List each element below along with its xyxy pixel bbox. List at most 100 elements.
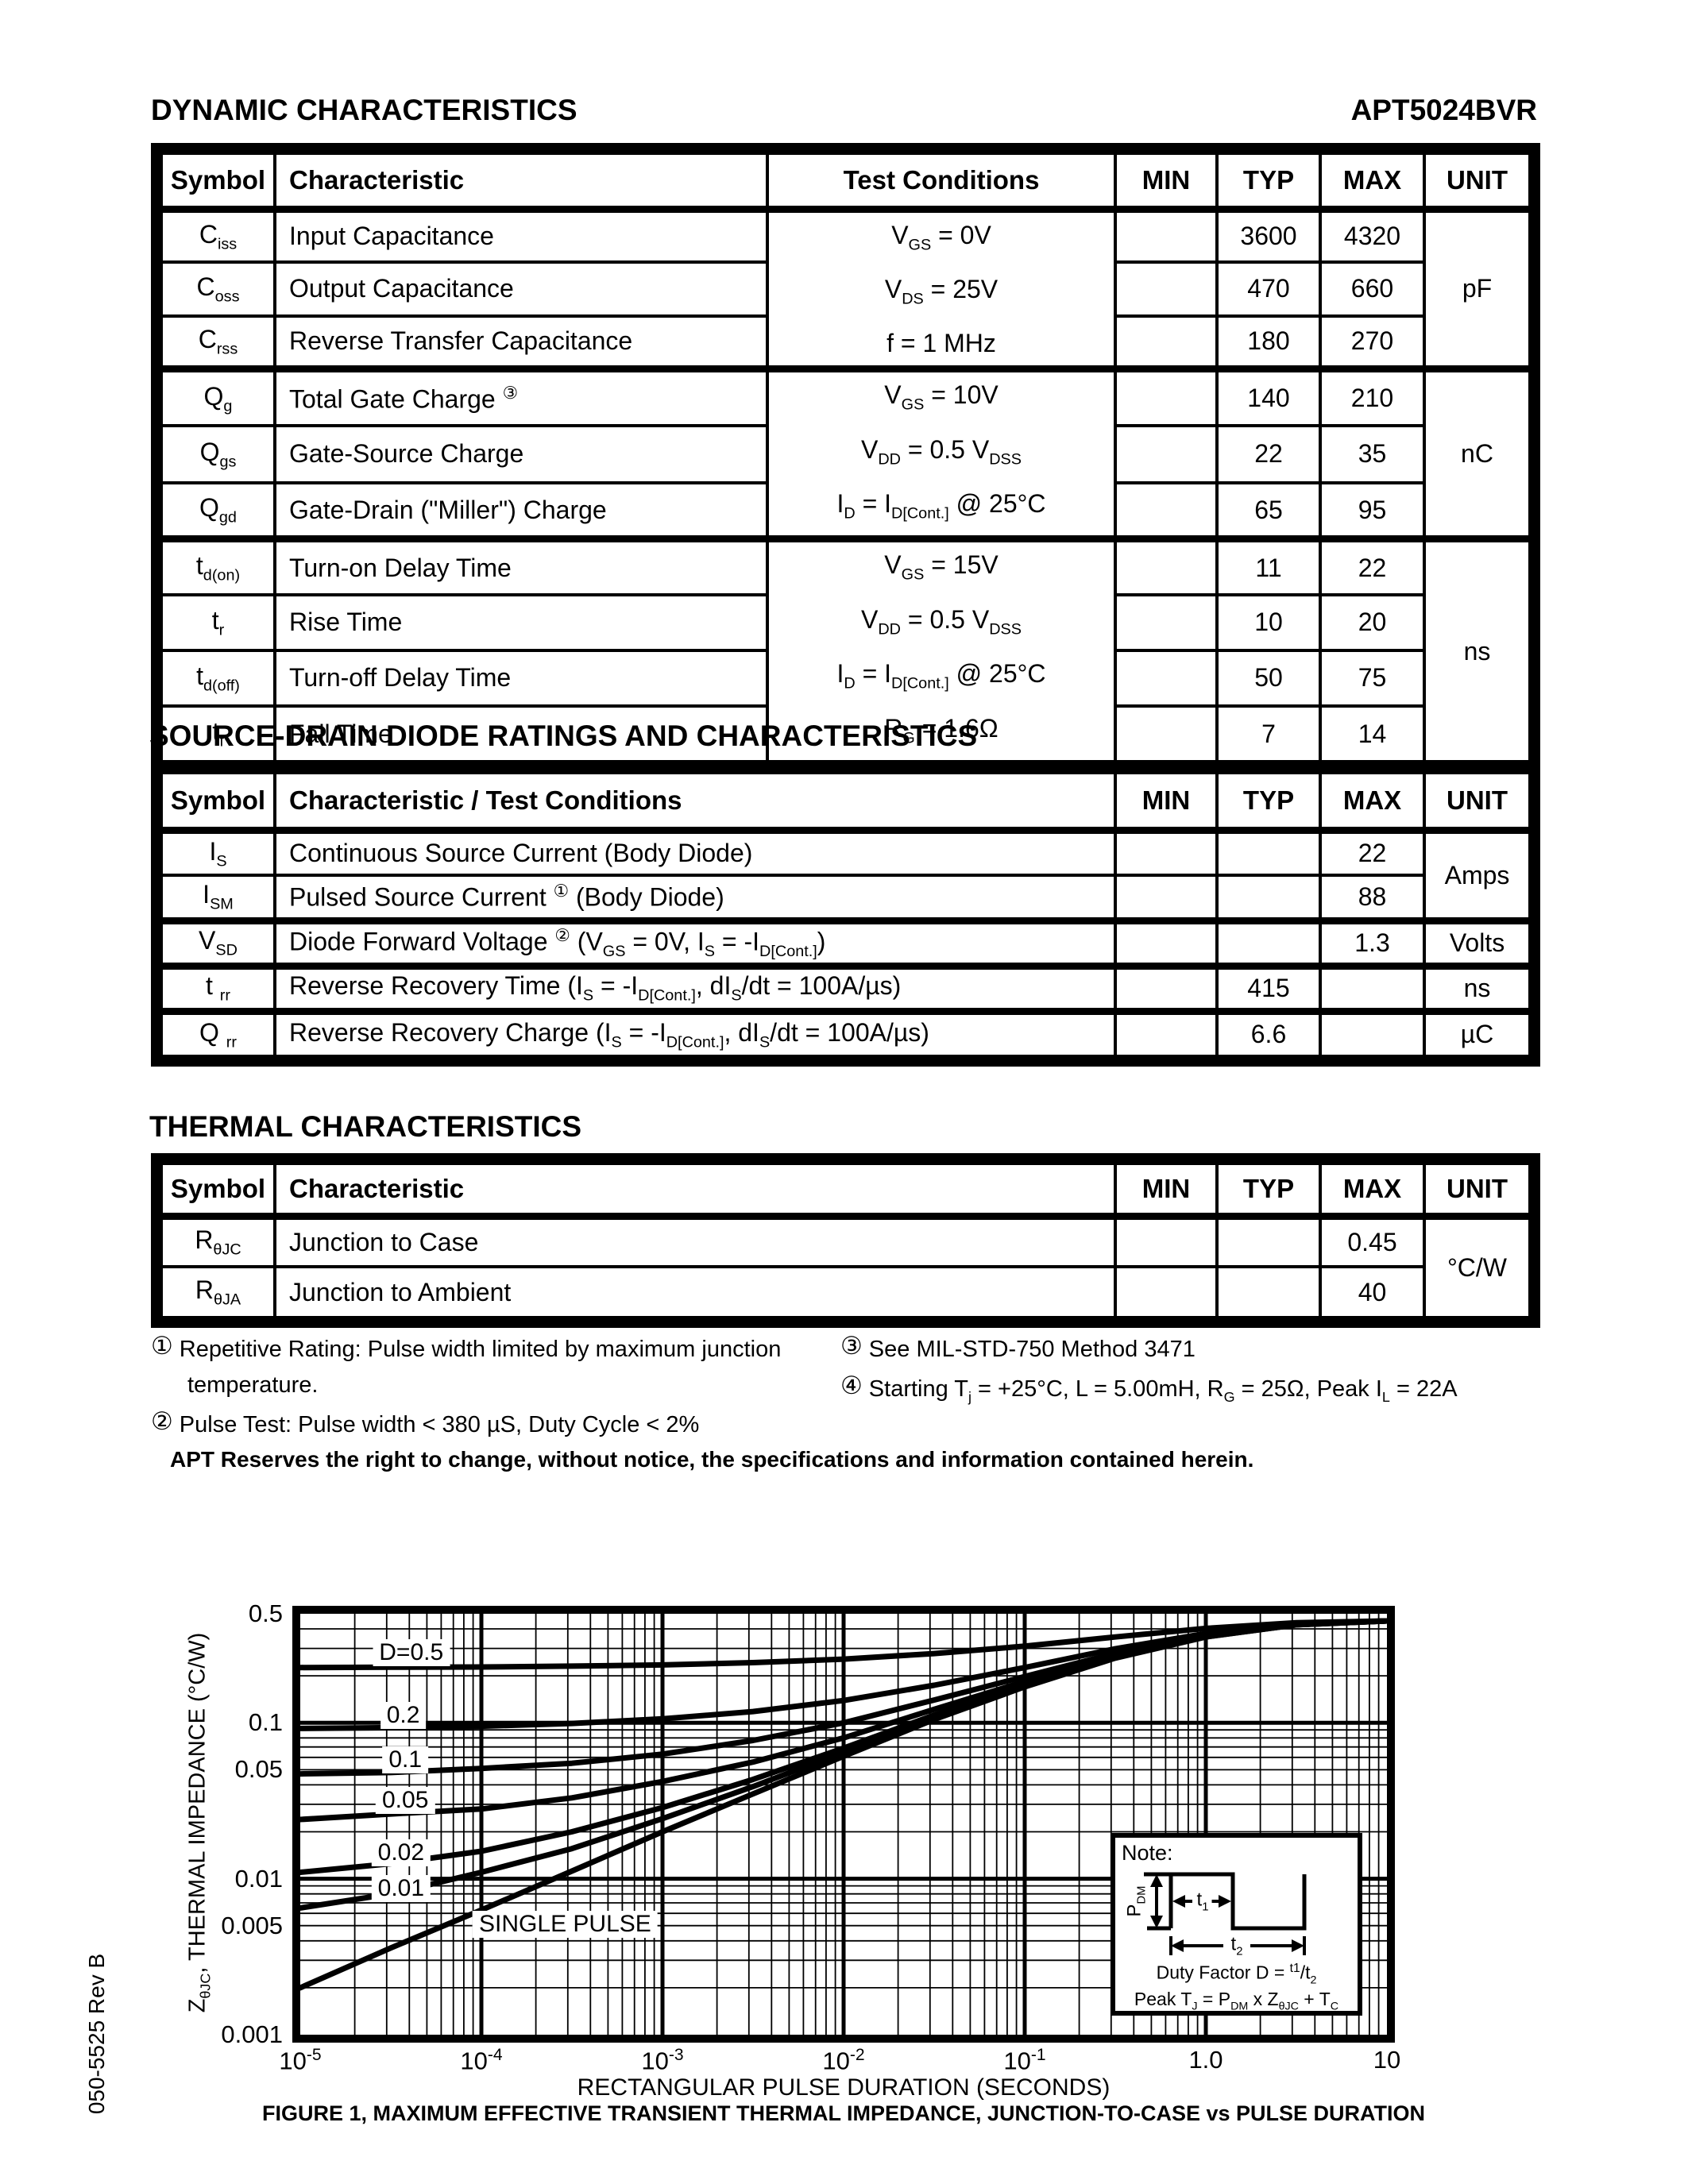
max-cell: 1.3 [1319,916,1426,967]
column-header: MAX [1319,1162,1426,1220]
typ-cell [1215,1214,1322,1268]
figure-caption: FIGURE 1, MAXIMUM EFFECTIVE TRANSIENT TH… [261,2101,1426,2125]
unit-cell: pF [1423,207,1532,371]
curve-label: 0.05 [375,1786,435,1814]
table-row: tf Fall Time 7 14 [160,704,1530,764]
column-header: MIN [1114,1162,1219,1220]
max-cell: 14 [1319,704,1426,764]
symbol-cell: td(off) [160,648,276,708]
symbol-cell: RθJC [160,1214,276,1268]
test-conditions-cell: VGS = 0V VDS = 25V f = 1 MHz [766,207,1117,371]
thermal-characteristics-table: Symbol Characteristic MIN TYP MAX UNIT RθJC Ju… [151,1153,1540,1328]
curve-label: D=0.5 [373,1639,450,1667]
thermal-table-body: RθJC Junction to Case 0.45 °C/W RθJA Junction… [160,1214,1532,1319]
x-axis-title: RECTANGULAR PULSE DURATION (SECONDS) [577,2074,1111,2101]
unit-cell: Amps [1423,828,1532,922]
column-header: TYP [1215,152,1322,213]
characteristic-cell: Reverse Recovery Charge (IS = -ID[Cont.]… [273,1007,1117,1058]
table-row: IS Continuous Source Current (Body Diode)… [160,828,1532,922]
column-header: MIN [1114,771,1219,834]
peak-tj-formula: Peak TJ = PDM x ZθJC + TC [1134,1989,1339,2013]
characteristic-cell: Gate-Source Charge [273,424,769,484]
min-cell [1114,1007,1219,1058]
t1-label: t1 [1193,1889,1212,1914]
curve-label: 0.1 [382,1746,429,1773]
characteristic-cell: Reverse Recovery Time (IS = -ID[Cont.], … [273,962,1117,1013]
max-cell: 4320 [1319,206,1426,264]
y-axis-tick-label: 0.05 [234,1755,283,1784]
max-cell: 22 [1319,828,1426,877]
pulse-waveform-diagram [1144,1872,1307,1955]
column-header: UNIT [1423,1162,1532,1220]
chart-note-box: Note: PDM t1 t2 Duty Factor D = t1/ [1111,1833,1362,2016]
characteristic-cell: Turn-on Delay Time [273,535,769,596]
min-cell [1114,704,1219,764]
typ-cell: 180 [1215,314,1322,371]
unit-cell: ns [1423,962,1532,1013]
curve-single-pulse [300,1618,1387,1991]
min-cell [1114,314,1219,371]
max-cell: 22 [1319,535,1426,596]
y-axis-tick-label: 0.01 [234,1864,283,1893]
characteristic-cell: Continuous Source Current (Body Diode) [273,828,1117,877]
x-axis-tick-label: 10-3 [641,2046,684,2075]
column-header: Symbol [160,152,276,213]
source-drain-diode-table: Symbol Characteristic / Test Conditions MI… [151,762,1540,1067]
symbol-cell: ISM [160,874,276,922]
table-row: ISM Pulsed Source Current ① (Body Diode) 8… [160,874,1530,922]
column-header: UNIT [1423,152,1532,213]
max-cell: 88 [1319,874,1426,922]
symbol-cell: tf [160,704,276,764]
dynamic-characteristics-table: Symbol Characteristic Test Conditions MIN TY… [151,143,1540,773]
y-axis-tick-label: 0.005 [221,1911,283,1939]
max-cell: 660 [1319,260,1426,318]
thermal-impedance-chart: Note: PDM t1 t2 Duty Factor D = t1/ [292,1606,1395,2043]
typ-cell: 65 [1215,480,1322,541]
max-cell [1319,1007,1426,1058]
characteristic-cell: Pulsed Source Current ① (Body Diode) [273,874,1117,922]
max-cell: 210 [1319,365,1426,428]
typ-cell: 470 [1215,260,1322,318]
document-revision-label: 050-5525 Rev B [84,1953,109,2115]
table-row: Ciss Input Capacitance VGS = 0V VDS = 25V f … [160,206,1532,371]
symbol-cell: RθJA [160,1265,276,1319]
column-header: TYP [1215,771,1322,834]
table-row: t rr Reverse Recovery Time (IS = -ID[Cont… [160,962,1532,1013]
y-axis-tick-label: 0.5 [248,1599,283,1627]
characteristic-cell: Gate-Drain ("Miller") Charge [273,480,769,541]
symbol-cell: Qgs [160,424,276,484]
part-number: APT5024BVR [1350,94,1537,126]
column-header: TYP [1215,1162,1322,1220]
footnote: ② Pulse Test: Pulse width < 380 µS, Duty … [151,1407,700,1437]
typ-cell: 3600 [1215,206,1322,264]
duty-factor-formula: Duty Factor D = t1/t2 [1156,1962,1317,1987]
min-cell [1114,874,1219,922]
column-header: MIN [1114,152,1219,213]
symbol-cell: td(on) [160,535,276,596]
min-cell [1114,916,1219,967]
footnote: ③ See MIL-STD-750 Method 3471 [840,1332,1196,1362]
column-header: MAX [1319,152,1426,213]
table-row: Qg Total Gate Charge ③ VGS = 10V VDD = 0.5 … [160,365,1532,541]
typ-cell: 6.6 [1215,1007,1322,1058]
column-header: MAX [1319,771,1426,834]
curve-label: 0.2 [380,1702,427,1730]
note-title: Note: [1122,1841,1173,1865]
min-cell [1114,365,1219,428]
max-cell: 20 [1319,592,1426,652]
typ-cell [1215,828,1322,877]
dynamic-table-header: Symbol Characteristic Test Conditions MIN TY… [160,152,1532,213]
table-row: RθJC Junction to Case 0.45 °C/W [160,1214,1532,1319]
characteristic-cell: Junction to Case [273,1214,1117,1268]
min-cell [1114,480,1219,541]
typ-cell: 415 [1215,962,1322,1013]
min-cell [1114,260,1219,318]
page-title: DYNAMIC CHARACTERISTICS [151,94,577,126]
table-row: VSD Diode Forward Voltage ② (VGS = 0V, IS… [160,916,1532,967]
y-axis-tick-label: 0.1 [248,1708,283,1737]
min-cell [1114,1265,1219,1319]
typ-cell [1215,1265,1322,1319]
change-notice: APT Reserves the right to change, withou… [170,1447,1254,1472]
min-cell [1114,828,1219,877]
